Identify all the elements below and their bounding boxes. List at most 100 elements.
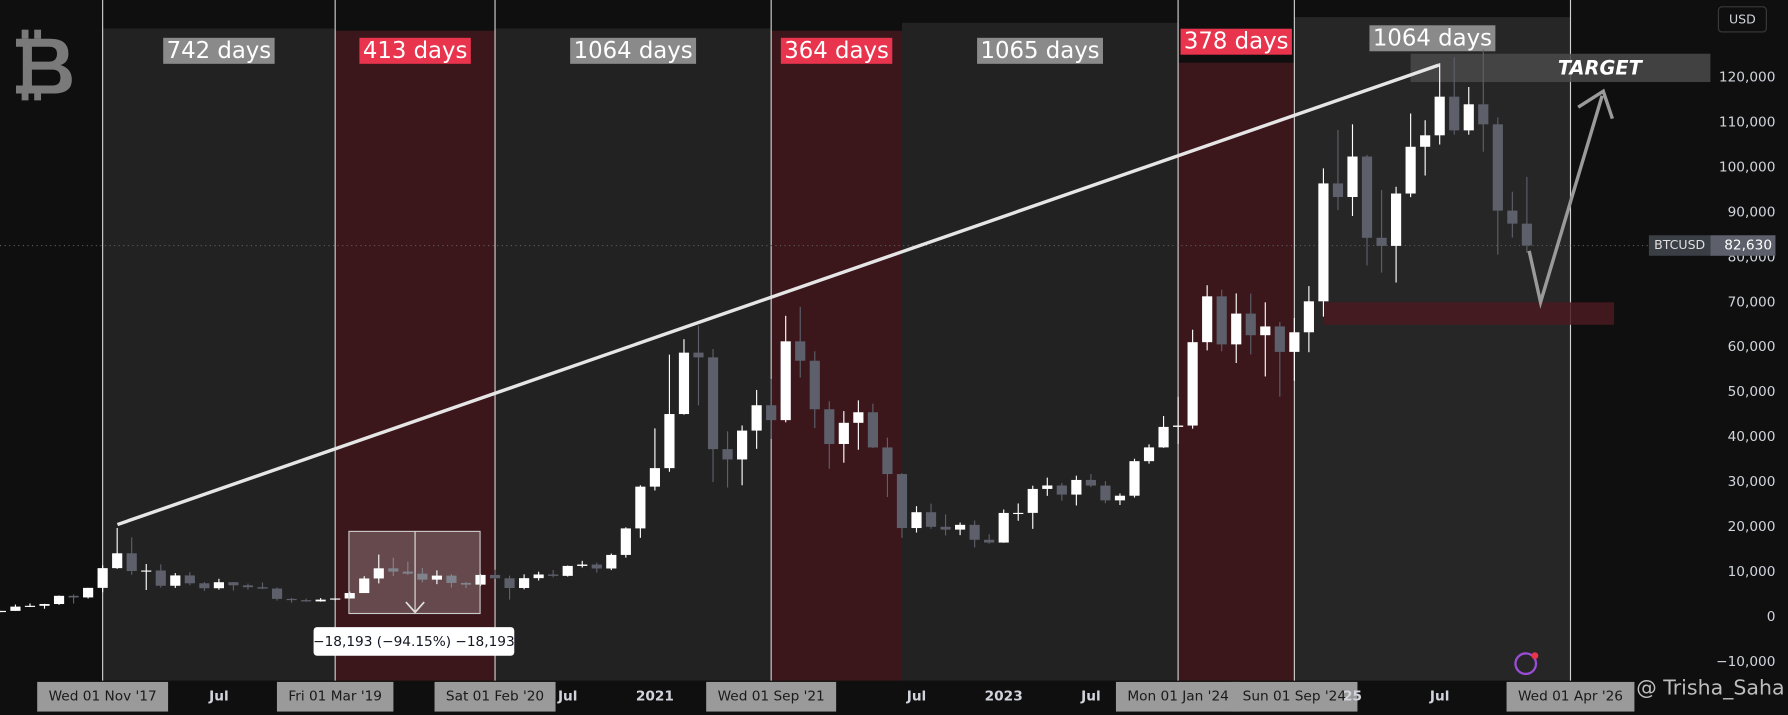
x-tick-label: 2023 xyxy=(985,689,1023,705)
x-tick-label: Sat 01 Feb '20 xyxy=(446,689,544,705)
candle-body xyxy=(795,341,806,361)
candle-body xyxy=(591,564,602,569)
logo-b xyxy=(15,38,72,94)
candle-body xyxy=(1405,146,1416,194)
candle-body xyxy=(969,524,980,540)
candle-body xyxy=(141,570,152,572)
x-tick-label: Sun 01 Sep '24 xyxy=(1243,689,1346,705)
candle-body xyxy=(460,582,472,585)
candle-body xyxy=(562,565,573,576)
candle-body xyxy=(533,574,544,579)
projection-arrow xyxy=(1527,95,1604,309)
candle-body xyxy=(984,539,995,543)
x-tick-label: Wed 01 Sep '21 xyxy=(718,689,825,705)
candle-body xyxy=(664,414,675,469)
candle-body xyxy=(940,526,951,530)
candle-body xyxy=(330,598,341,600)
x-tick-label: Jul xyxy=(1429,689,1450,705)
candle-body xyxy=(1449,96,1460,131)
x-tick-label: Mon 01 Jan '24 xyxy=(1127,689,1228,705)
price-tag-value: 82,630 xyxy=(1724,238,1772,254)
candle-body xyxy=(693,352,704,358)
x-tick-label: Fri 01 Mar '19 xyxy=(288,689,382,705)
x-tick-box xyxy=(1115,681,1241,712)
region-label-box xyxy=(977,37,1103,64)
candle-body xyxy=(257,587,268,589)
y-tick-label: 50,000 xyxy=(1728,384,1776,400)
x-tick-box xyxy=(276,681,394,712)
candle-body xyxy=(1478,104,1489,125)
candle-body xyxy=(1463,104,1474,131)
candles xyxy=(0,49,1532,613)
x-tick-box xyxy=(1231,681,1358,712)
candle-body xyxy=(751,405,762,431)
measure-label-box xyxy=(313,627,515,656)
candle-body xyxy=(1332,183,1344,197)
candle-body xyxy=(504,578,515,589)
candle-body xyxy=(722,449,733,460)
candle-body xyxy=(1100,485,1111,501)
candle-body xyxy=(1347,156,1358,197)
currency-label: USD xyxy=(1729,11,1756,26)
region-label: 378 days xyxy=(1184,29,1289,55)
y-tick-label: 110,000 xyxy=(1719,115,1776,131)
region-label: 1064 days xyxy=(574,38,693,64)
region-label: 413 days xyxy=(363,38,468,64)
candle-body xyxy=(359,578,370,594)
candle-body xyxy=(1158,426,1169,448)
candle-body xyxy=(489,574,501,579)
y-tick-label: 0 xyxy=(1767,609,1776,625)
logo-bar xyxy=(34,29,42,39)
region-label-box xyxy=(1369,25,1496,52)
candle-body xyxy=(1521,223,1532,246)
x-tick-label: Wed 01 Apr '26 xyxy=(1518,689,1623,705)
candle-body xyxy=(925,512,937,527)
price-tag-box xyxy=(1710,235,1776,256)
x-tick-label: Jul xyxy=(557,689,578,705)
candle-body xyxy=(446,575,457,583)
candle-body xyxy=(577,564,588,566)
candle-body xyxy=(882,447,893,475)
candle-body xyxy=(39,604,50,606)
region-label-box xyxy=(163,37,275,64)
x-tick-label: Jul xyxy=(1080,689,1101,705)
region xyxy=(771,30,902,681)
candle-body xyxy=(838,422,849,444)
x-tick-label: Jul xyxy=(208,689,229,705)
price-tag-name: BTCUSD xyxy=(1654,237,1705,252)
region-label-box xyxy=(570,37,697,64)
candle-body xyxy=(606,554,617,569)
candle-body xyxy=(1391,193,1402,246)
candle-body xyxy=(620,528,631,555)
candle-body xyxy=(199,583,210,589)
candle-body xyxy=(431,575,442,580)
candle-body xyxy=(635,486,646,529)
candle-body xyxy=(1245,313,1256,336)
candle-body xyxy=(853,412,864,423)
candle-body xyxy=(97,568,108,588)
candle-body xyxy=(1376,237,1387,246)
logo-bar xyxy=(34,91,42,101)
app-icon-dot xyxy=(1531,652,1539,660)
candle-body xyxy=(388,568,399,572)
region-label-box xyxy=(780,37,893,64)
candle-body xyxy=(1260,326,1271,336)
candle-body xyxy=(707,357,719,450)
region-label-box xyxy=(359,37,471,64)
candle-body xyxy=(780,341,791,421)
candle-body xyxy=(24,605,36,607)
candle-body xyxy=(242,585,254,588)
candle-body xyxy=(548,574,559,576)
y-tick-label: 60,000 xyxy=(1728,339,1776,355)
candle-body xyxy=(1013,512,1024,515)
currency-box xyxy=(1717,6,1767,33)
candle-body xyxy=(1071,479,1082,495)
candle-body xyxy=(1187,342,1198,426)
region xyxy=(901,22,1179,681)
candle-body xyxy=(155,570,166,586)
watermark: @ Trisha_Saha xyxy=(1636,676,1784,700)
candle-body xyxy=(824,409,835,444)
candle-body xyxy=(1303,301,1314,333)
region-label: 1065 days xyxy=(980,38,1099,64)
